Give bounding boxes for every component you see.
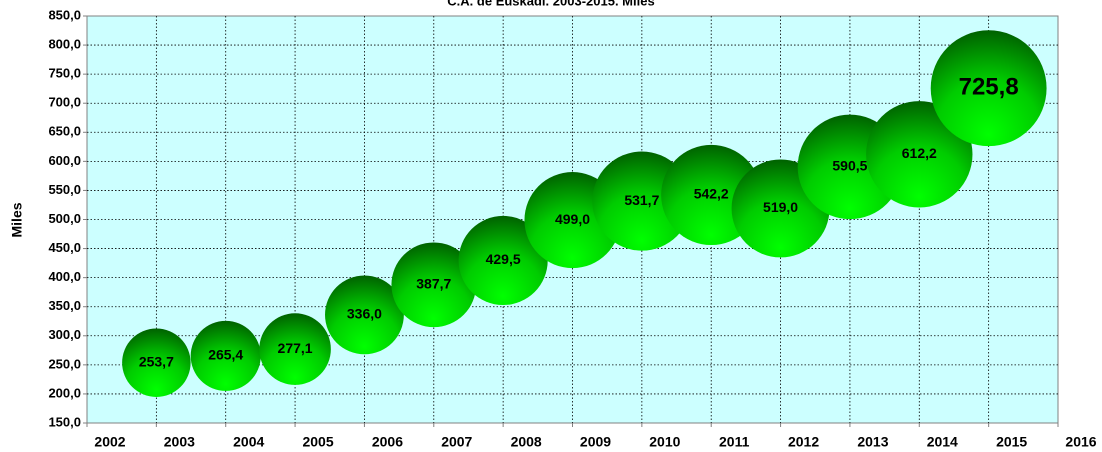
y-tick-label: 800,0 [48, 37, 81, 52]
bubble [325, 275, 404, 355]
x-tick-label: 2011 [719, 434, 750, 450]
x-tick-label: 2010 [649, 434, 680, 450]
bubble [190, 320, 261, 391]
bubble [930, 30, 1047, 147]
y-tick-label: 700,0 [48, 95, 81, 110]
x-tick-label: 2012 [788, 434, 819, 450]
bubble [122, 328, 191, 397]
bubble [458, 215, 548, 306]
x-tick-label: 2005 [302, 434, 333, 450]
data-label: 542,2 [694, 186, 729, 202]
y-tick-label: 400,0 [48, 269, 81, 284]
data-label: 265,4 [208, 347, 243, 363]
y-axis-label: Miles [9, 202, 25, 237]
data-label: 531,7 [624, 192, 659, 208]
x-tick-label: 2002 [94, 434, 125, 450]
y-tick-label: 300,0 [48, 327, 81, 342]
chart-title: C.A. de Euskadi. 2003-2015. Miles [447, 0, 654, 8]
data-label: 429,5 [486, 251, 521, 267]
x-tick-label: 2013 [857, 434, 888, 450]
x-tick-label: 2016 [1065, 434, 1096, 450]
x-tick-label: 2015 [996, 434, 1027, 450]
data-label: 725,8 [959, 74, 1019, 101]
y-tick-label: 250,0 [48, 356, 81, 371]
y-tick-label: 850,0 [48, 7, 81, 22]
x-tick-label: 2003 [164, 434, 195, 450]
data-label: 590,5 [832, 158, 867, 174]
y-tick-label: 550,0 [48, 182, 81, 197]
x-tick-label: 2004 [233, 434, 264, 450]
x-tick-label: 2014 [927, 434, 958, 450]
y-tick-label: 500,0 [48, 211, 81, 226]
y-tick-label: 600,0 [48, 153, 81, 168]
x-tick-label: 2006 [372, 434, 403, 450]
data-label: 612,2 [902, 145, 937, 161]
y-tick-label: 200,0 [48, 385, 81, 400]
bubble [259, 313, 331, 385]
bubble [391, 242, 477, 328]
data-label: 519,0 [763, 199, 798, 215]
y-tick-label: 150,0 [48, 414, 81, 429]
data-label: 336,0 [347, 306, 382, 322]
y-tick-label: 350,0 [48, 298, 81, 313]
data-label: 387,7 [416, 275, 451, 291]
y-tick-label: 650,0 [48, 124, 81, 139]
x-tick-label: 2009 [580, 434, 611, 450]
bubble [866, 101, 973, 208]
data-label: 253,7 [139, 353, 174, 369]
y-tick-label: 450,0 [48, 240, 81, 255]
y-tick-label: 750,0 [48, 66, 81, 81]
data-label: 277,1 [278, 340, 313, 356]
x-tick-label: 2007 [441, 434, 472, 450]
x-tick-label: 2008 [511, 434, 542, 450]
data-label: 499,0 [555, 211, 590, 227]
